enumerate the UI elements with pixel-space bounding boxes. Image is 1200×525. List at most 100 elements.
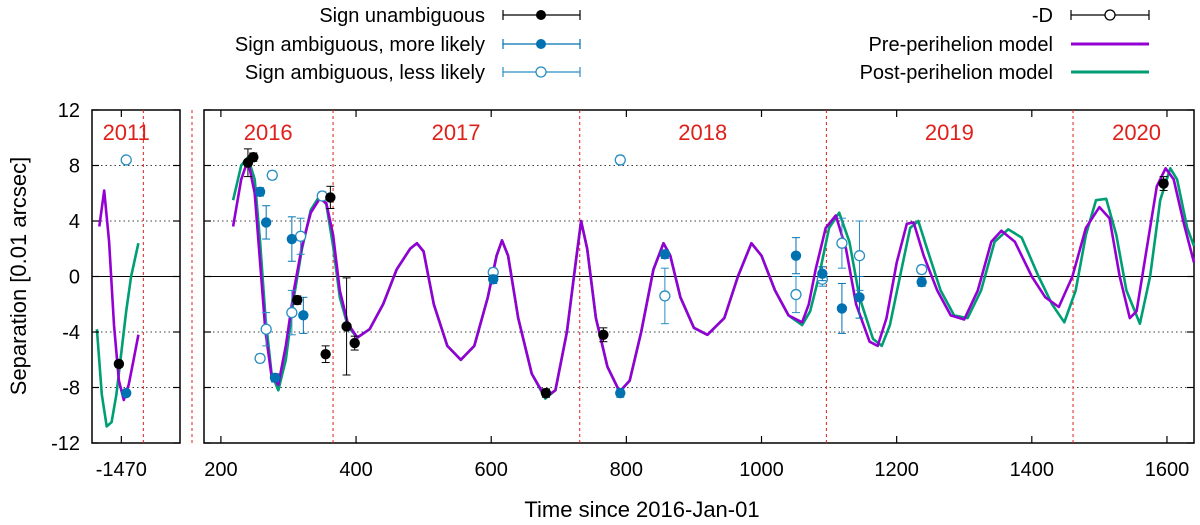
data-points xyxy=(113,148,1169,399)
y-axis-label: Separation [0.01 arcsec] xyxy=(6,157,31,395)
point-ambiguous-more-likely xyxy=(254,186,266,198)
point-sign-unambiguous xyxy=(292,294,303,306)
point-ambiguous-more-likely xyxy=(854,276,865,319)
marker-filled xyxy=(1158,178,1169,189)
x-tick-label: 200 xyxy=(204,459,237,481)
point-ambiguous-more-likely xyxy=(615,387,626,399)
point-sign-unambiguous xyxy=(1158,176,1169,191)
y-tick-label: -12 xyxy=(51,433,80,455)
legend-label-post-perihelion: Post-perihelion model xyxy=(860,62,1053,84)
marker-filled xyxy=(292,294,303,306)
legend-label-minus-d: -D xyxy=(1032,5,1053,27)
point-sign-unambiguous xyxy=(113,358,125,370)
marker-filled xyxy=(349,337,360,349)
marker-filled xyxy=(836,303,848,314)
point-ambiguous-less-likely xyxy=(916,263,928,276)
marker-filled xyxy=(659,249,671,260)
point-ambiguous-more-likely xyxy=(298,296,309,334)
y-tick-label: -8 xyxy=(62,378,80,400)
axis-ticks: -12 -8 -4 0 4 8 12 -1470 200 400 600 800 1000 1200 140… xyxy=(51,100,1194,481)
point-ambiguous-more-likely xyxy=(916,276,927,288)
marker-filled xyxy=(341,321,352,332)
marker-filled xyxy=(113,358,125,370)
marker-open xyxy=(294,230,307,242)
point-ambiguous-more-likely xyxy=(659,249,671,260)
marker-filled xyxy=(817,268,828,279)
marker-open xyxy=(836,237,848,249)
year-label: 2018 xyxy=(678,120,727,145)
x-tick-label: 600 xyxy=(475,459,508,481)
legend-label-ambiguous-more: Sign ambiguous, more likely xyxy=(235,34,485,56)
x-tick-label: -1470 xyxy=(96,459,147,481)
marker-open xyxy=(120,154,132,166)
point-ambiguous-less-likely xyxy=(294,217,307,255)
pre-perihelion-curve xyxy=(98,189,140,402)
marker-open xyxy=(254,352,266,365)
x-axis-label: Time since 2016-Jan-01 xyxy=(524,497,759,522)
x-tick-label: 400 xyxy=(339,459,372,481)
year-label: 2017 xyxy=(432,120,481,145)
point-sign-unambiguous xyxy=(540,387,552,399)
y-tick-label: 12 xyxy=(58,100,80,122)
point-ambiguous-more-likely xyxy=(269,372,281,383)
x-tick-label: 1000 xyxy=(739,459,784,481)
marker-filled xyxy=(248,151,259,163)
year-label: 2020 xyxy=(1112,120,1161,145)
y-tick-label: -4 xyxy=(62,322,80,344)
marker-filled xyxy=(790,250,802,261)
y-tick-label: 4 xyxy=(69,211,80,233)
legend-marker-ambiguous-less xyxy=(502,66,581,78)
legend-marker-sign-unambiguous xyxy=(502,10,581,20)
marker-filled xyxy=(286,233,298,245)
marker-filled xyxy=(325,192,336,203)
point-ambiguous-more-likely xyxy=(260,205,272,240)
legend-label-sign-unambiguous: Sign unambiguous xyxy=(319,5,485,27)
marker-filled xyxy=(615,387,626,399)
legend-label-ambiguous-less: Sign ambiguous, less likely xyxy=(245,62,485,84)
post-perihelion-curve xyxy=(231,155,1196,400)
marker-open xyxy=(853,250,866,262)
grid xyxy=(92,165,1194,388)
year-label: 2019 xyxy=(925,120,974,145)
legend-marker-minus-d xyxy=(1070,9,1150,21)
point-ambiguous-less-likely xyxy=(286,289,298,336)
marker-filled xyxy=(916,276,927,288)
marker-filled xyxy=(598,329,609,340)
marker-filled xyxy=(254,186,266,198)
point-ambiguous-less-likely xyxy=(836,217,848,269)
point-ambiguous-less-likely xyxy=(260,312,272,347)
point-ambiguous-less-likely xyxy=(659,267,671,325)
point-ambiguous-more-likely xyxy=(817,266,828,282)
point-ambiguous-less-likely xyxy=(790,276,802,314)
point-sign-unambiguous xyxy=(325,185,336,210)
x-tick-label: 1200 xyxy=(874,459,919,481)
legend: Sign unambiguous Sign ambiguous, more li… xyxy=(235,5,1150,84)
marker-filled xyxy=(121,387,132,399)
legend-marker-ambiguous-more xyxy=(502,39,581,49)
year-label: 2011 xyxy=(103,120,150,145)
point-ambiguous-more-likely xyxy=(121,387,132,399)
point-ambiguous-less-likely xyxy=(254,352,266,365)
point-sign-unambiguous xyxy=(349,335,360,351)
year-label: 2016 xyxy=(244,120,293,145)
point-ambiguous-less-likely xyxy=(266,169,278,181)
x-tick-label: 1600 xyxy=(1145,459,1190,481)
year-labels: 2011 2016 2017 2018 2019 2020 xyxy=(103,120,1161,145)
marker-open xyxy=(659,290,671,302)
pre-perihelion-curve xyxy=(231,158,1196,399)
point-ambiguous-more-likely xyxy=(488,274,499,285)
point-ambiguous-less-likely xyxy=(120,154,132,166)
x-tick-label: 1400 xyxy=(1010,459,1055,481)
point-ambiguous-less-likely xyxy=(614,154,626,166)
model-curves xyxy=(95,155,1196,428)
y-tick-label: 0 xyxy=(69,267,80,289)
marker-open xyxy=(614,154,626,166)
point-ambiguous-more-likely xyxy=(790,237,802,275)
x-tick-label: 800 xyxy=(610,459,643,481)
point-ambiguous-more-likely xyxy=(836,282,848,334)
marker-filled xyxy=(260,217,272,228)
y-tick-label: 8 xyxy=(69,156,80,178)
post-perihelion-curve xyxy=(95,242,140,428)
legend-label-pre-perihelion: Pre-perihelion model xyxy=(868,34,1053,56)
